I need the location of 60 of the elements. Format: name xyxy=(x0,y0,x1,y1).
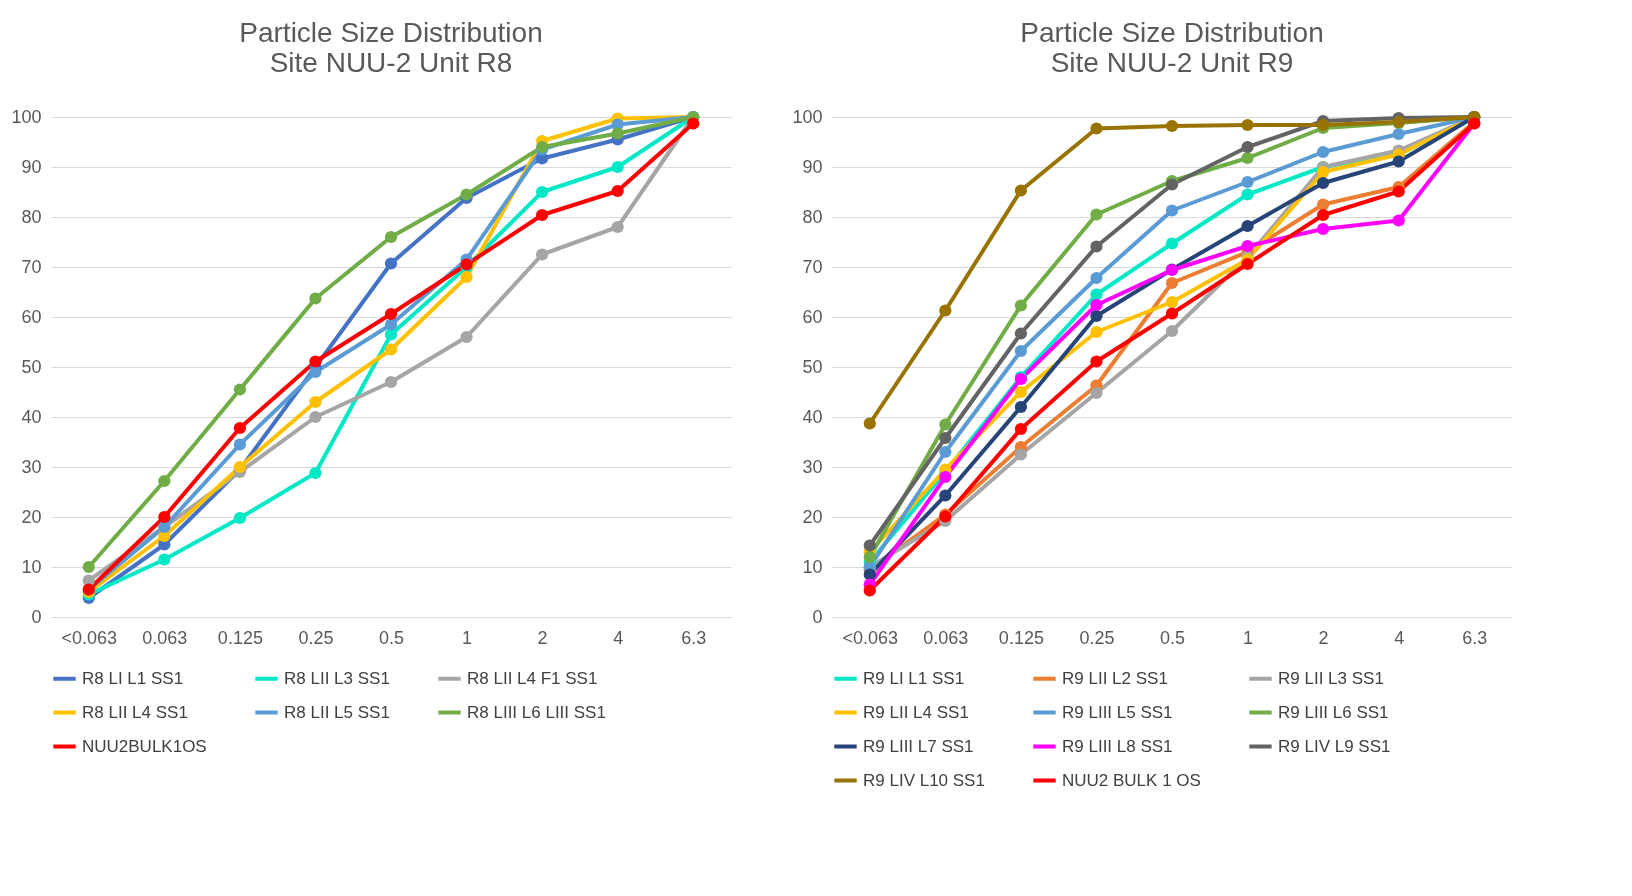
x-tick-label: 0.25 xyxy=(1079,627,1115,648)
legend-label: NUU2 BULK 1 OS xyxy=(1062,770,1201,790)
x-tick-label: 0.063 xyxy=(923,627,969,648)
y-tick-label: 80 xyxy=(21,206,42,227)
legend-label: R8 LII L5 SS1 xyxy=(284,702,390,722)
legend-label: R8 LIII L6 LIII SS1 xyxy=(467,702,606,722)
y-tick-label: 60 xyxy=(21,306,42,327)
y-tick-label: 40 xyxy=(21,406,42,427)
legend-label: R9 LI L1 SS1 xyxy=(863,668,965,688)
y-tick-label: 70 xyxy=(21,256,42,277)
y-tick-label: 80 xyxy=(802,206,823,227)
legend-label: R9 LIII L7 SS1 xyxy=(863,736,974,756)
y-tick-label: 90 xyxy=(802,156,823,177)
y-tick-label: 70 xyxy=(802,256,823,277)
y-tick-label: 20 xyxy=(802,506,823,527)
x-tick-label: 1 xyxy=(462,627,473,648)
legend-label: R9 LIII L6 SS1 xyxy=(1278,702,1389,722)
x-tick-label: <0.063 xyxy=(842,627,899,648)
x-tick-label: 0.063 xyxy=(142,627,188,648)
y-tick-label: 50 xyxy=(21,356,42,377)
legend-label: R8 LII L3 SS1 xyxy=(284,668,390,688)
legend-label: R8 LII L4 F1 SS1 xyxy=(467,668,598,688)
legend-label: R9 LII L3 SS1 xyxy=(1278,668,1384,688)
x-tick-label: 0.125 xyxy=(998,627,1044,648)
legend-label: R8 LII L4 SS1 xyxy=(82,702,188,722)
y-tick-label: 100 xyxy=(792,106,823,127)
y-tick-label: 0 xyxy=(31,606,42,627)
chart-title: Particle Size Distribution Site NUU-2 Unit R9 xyxy=(1020,17,1324,78)
y-tick-label: 100 xyxy=(11,106,42,127)
y-tick-label: 60 xyxy=(802,306,823,327)
legend-label: NUU2BULK1OS xyxy=(82,736,207,756)
x-tick-label: 0.25 xyxy=(298,627,334,648)
legend-label: R9 LII L2 SS1 xyxy=(1062,668,1168,688)
y-tick-label: 0 xyxy=(812,606,823,627)
y-tick-label: 10 xyxy=(21,556,42,577)
x-tick-label: 2 xyxy=(537,627,548,648)
legend-label: R8 LI L1 SS1 xyxy=(82,668,184,688)
x-tick-label: 6.3 xyxy=(681,627,707,648)
x-tick-label: 0.125 xyxy=(217,627,263,648)
chart-title: Particle Size Distribution Site NUU-2 Unit R8 xyxy=(239,17,543,78)
legend-label: R9 LIII L8 SS1 xyxy=(1062,736,1173,756)
y-tick-label: 30 xyxy=(802,456,823,477)
x-tick-label: 4 xyxy=(1394,627,1405,648)
legend-label: R9 LIV L10 SS1 xyxy=(863,770,985,790)
x-tick-label: 2 xyxy=(1318,627,1329,648)
x-tick-label: 6.3 xyxy=(1462,627,1488,648)
x-tick-label: 0.5 xyxy=(378,627,405,648)
x-tick-label: 0.5 xyxy=(1159,627,1186,648)
x-tick-label: 1 xyxy=(1243,627,1254,648)
y-tick-label: 90 xyxy=(21,156,42,177)
y-tick-label: 50 xyxy=(802,356,823,377)
x-tick-label: 4 xyxy=(613,627,624,648)
y-tick-label: 10 xyxy=(802,556,823,577)
legend-label: R9 LIV L9 SS1 xyxy=(1278,736,1391,756)
y-tick-label: 30 xyxy=(21,456,42,477)
y-tick-label: 40 xyxy=(802,406,823,427)
y-tick-label: 20 xyxy=(21,506,42,527)
legend-label: R9 LIII L5 SS1 xyxy=(1062,702,1173,722)
legend-label: R9 LII L4 SS1 xyxy=(863,702,969,722)
x-tick-label: <0.063 xyxy=(61,627,118,648)
